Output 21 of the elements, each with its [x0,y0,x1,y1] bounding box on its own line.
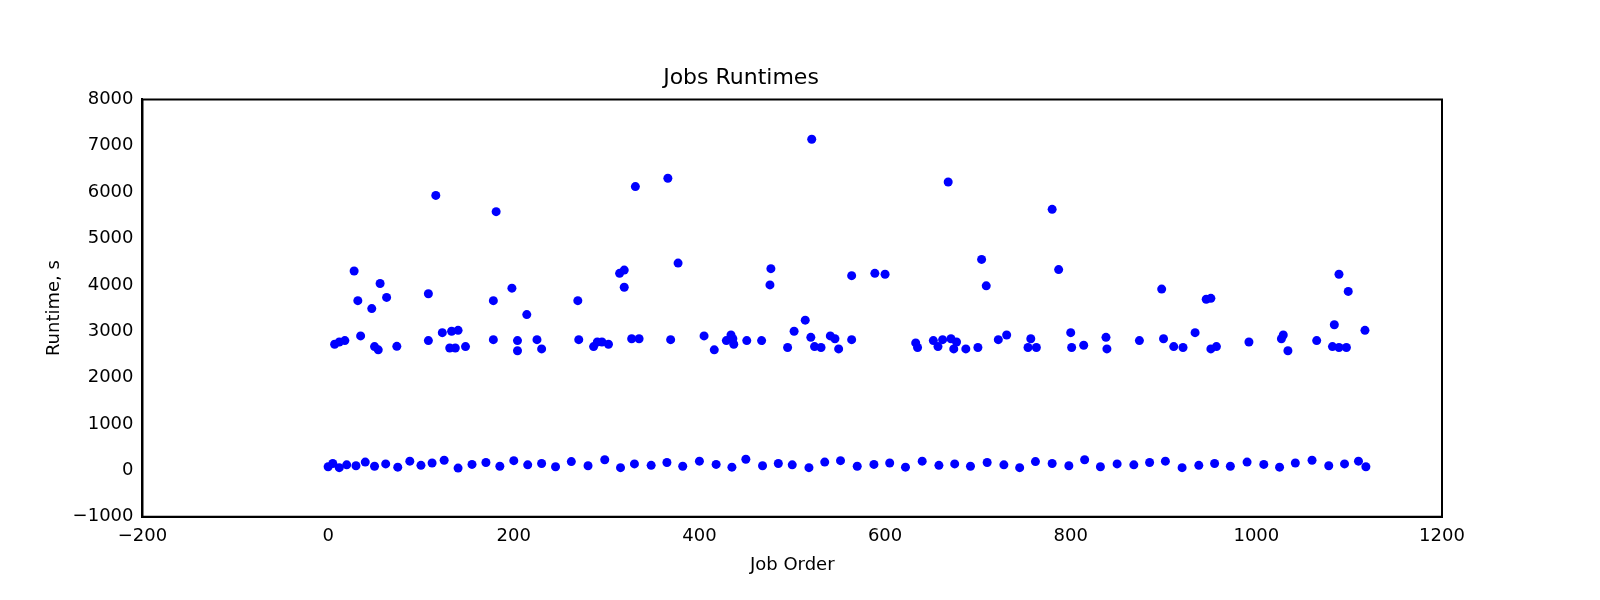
y-tick-label: 8000 [87,87,134,109]
y-tick-label: 0 [122,458,134,480]
y-tick-label: 5000 [87,226,134,248]
x-tick-label: 800 [1053,524,1088,546]
y-tick-label: 1000 [87,411,134,433]
y-tick-label: 2000 [87,365,134,387]
y-tick-label: 3000 [87,318,134,340]
chart-title: Jobs Runtimes [661,63,819,89]
x-tick-label: 200 [496,524,531,546]
x-axis-title: Job Order [748,552,836,574]
y-axis-title: Runtime, s [42,260,64,357]
y-tick-label: −1000 [72,504,134,526]
x-tick-label: 600 [867,524,903,546]
x-tick-label: −200 [117,524,168,546]
x-tick-label: 1200 [1419,524,1465,546]
x-tick-label: 400 [682,524,717,546]
y-tick-label: 7000 [87,133,134,155]
x-tick-label: 1000 [1233,524,1280,546]
y-tick-label: 6000 [87,179,134,201]
y-tick-label: 4000 [87,272,134,294]
x-tick-label: 0 [322,524,334,546]
